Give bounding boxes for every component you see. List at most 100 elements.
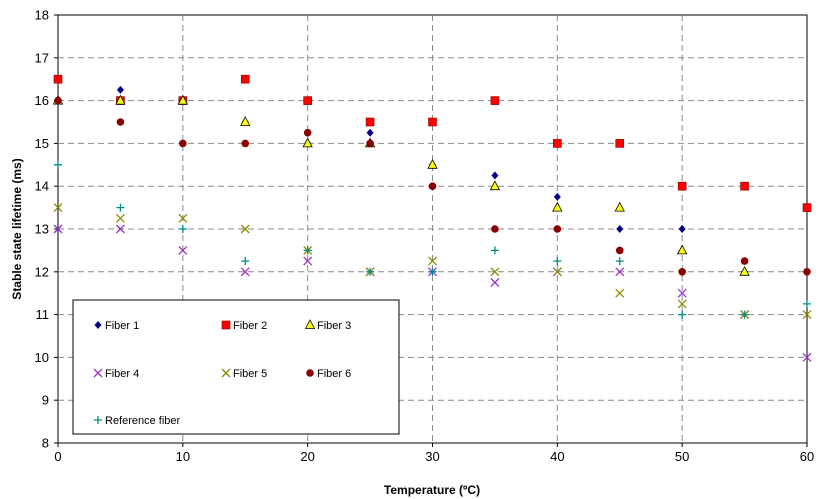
data-point bbox=[553, 225, 562, 233]
data-point bbox=[490, 96, 500, 105]
data-point bbox=[53, 74, 63, 84]
legend-box bbox=[72, 299, 400, 435]
y-tick-label: 18 bbox=[35, 8, 49, 23]
data-point bbox=[553, 139, 562, 148]
data-point bbox=[53, 224, 63, 234]
series-7 bbox=[54, 160, 811, 319]
data-point bbox=[240, 74, 250, 84]
y-tick-label: 10 bbox=[35, 350, 49, 365]
y-tick-label: 12 bbox=[35, 264, 49, 279]
data-point bbox=[677, 244, 688, 255]
data-point bbox=[365, 117, 375, 127]
series-6 bbox=[54, 96, 811, 276]
data-point bbox=[677, 288, 687, 298]
data-point bbox=[115, 224, 125, 234]
data-point bbox=[54, 160, 62, 169]
data-point bbox=[802, 352, 812, 362]
data-point bbox=[428, 117, 437, 127]
data-point bbox=[552, 201, 563, 212]
legend-marker bbox=[94, 321, 102, 329]
data-point bbox=[802, 203, 812, 212]
legend-label: Fiber 1 bbox=[105, 320, 139, 332]
data-point bbox=[615, 267, 625, 277]
y-tick-label: 9 bbox=[42, 393, 49, 408]
x-tick-label: 30 bbox=[425, 449, 439, 464]
data-points bbox=[52, 74, 812, 362]
data-point bbox=[677, 181, 687, 191]
data-point bbox=[615, 257, 624, 266]
y-axis-title: Stable state lifetime (ms) bbox=[10, 158, 24, 299]
legend-marker bbox=[306, 369, 314, 377]
data-point bbox=[490, 246, 499, 255]
legend-label: Fiber 6 bbox=[317, 368, 351, 380]
data-point bbox=[178, 225, 187, 233]
data-point bbox=[303, 246, 312, 255]
data-point bbox=[678, 225, 686, 233]
x-tick-label: 0 bbox=[54, 449, 61, 464]
data-point bbox=[740, 181, 749, 191]
data-point bbox=[115, 94, 126, 105]
legend-label: Reference fiber bbox=[105, 415, 181, 427]
data-point bbox=[553, 192, 561, 201]
x-tick-label: 50 bbox=[675, 449, 689, 464]
data-point bbox=[427, 158, 438, 169]
x-tick-labels: 0 10 20 30 40 50 60 bbox=[54, 443, 814, 464]
data-point bbox=[614, 201, 625, 212]
data-point bbox=[677, 299, 687, 309]
legend-marker bbox=[93, 368, 103, 378]
data-point bbox=[491, 171, 499, 180]
data-point bbox=[303, 128, 312, 137]
data-point bbox=[615, 139, 625, 148]
data-point bbox=[241, 257, 250, 266]
x-axis-title: Temperature (ºC) bbox=[384, 483, 480, 497]
x-tick-label: 10 bbox=[176, 449, 190, 464]
data-point bbox=[678, 268, 686, 276]
data-point bbox=[553, 257, 562, 266]
data-point bbox=[489, 180, 501, 191]
data-point bbox=[491, 225, 499, 233]
legend-label: Fiber 3 bbox=[317, 320, 351, 332]
data-point bbox=[616, 225, 624, 233]
y-tick-label: 14 bbox=[35, 179, 49, 194]
data-point bbox=[116, 85, 124, 94]
data-point bbox=[178, 245, 188, 255]
data-point bbox=[177, 94, 188, 105]
data-point bbox=[240, 224, 250, 234]
data-point bbox=[739, 265, 750, 276]
data-point bbox=[490, 267, 500, 277]
y-tick-label: 8 bbox=[42, 436, 49, 451]
legend: Fiber 1 Fiber 2 Fiber 3 Fiber 4 Fiber 5 Fiber… bbox=[72, 299, 400, 435]
y-tick-label: 16 bbox=[35, 93, 49, 108]
data-point bbox=[803, 299, 811, 308]
y-tick-label: 13 bbox=[35, 222, 49, 237]
x-tick-label: 40 bbox=[550, 449, 564, 464]
data-point bbox=[302, 137, 313, 148]
x-tick-label: 20 bbox=[300, 449, 314, 464]
data-point bbox=[179, 139, 187, 148]
legend-marker bbox=[221, 368, 231, 378]
data-point bbox=[115, 213, 125, 223]
data-point bbox=[428, 256, 437, 266]
y-tick-label: 11 bbox=[36, 307, 50, 322]
legend-marker bbox=[304, 319, 316, 329]
legend-label: Fiber 5 bbox=[233, 368, 267, 380]
data-point bbox=[54, 96, 62, 105]
data-point bbox=[615, 288, 625, 298]
data-point bbox=[366, 267, 375, 276]
data-point bbox=[678, 310, 687, 319]
data-point bbox=[178, 213, 188, 223]
data-point bbox=[303, 96, 312, 105]
data-point bbox=[428, 182, 437, 190]
data-point bbox=[366, 128, 374, 137]
data-point bbox=[615, 246, 624, 255]
x-tick-label: 60 bbox=[800, 449, 814, 464]
legend-marker bbox=[221, 320, 231, 330]
data-point bbox=[240, 267, 250, 277]
data-point bbox=[116, 118, 125, 126]
data-point bbox=[240, 116, 251, 126]
data-point bbox=[552, 267, 562, 277]
data-point bbox=[241, 139, 250, 148]
data-point bbox=[740, 257, 749, 265]
data-point bbox=[366, 139, 374, 148]
